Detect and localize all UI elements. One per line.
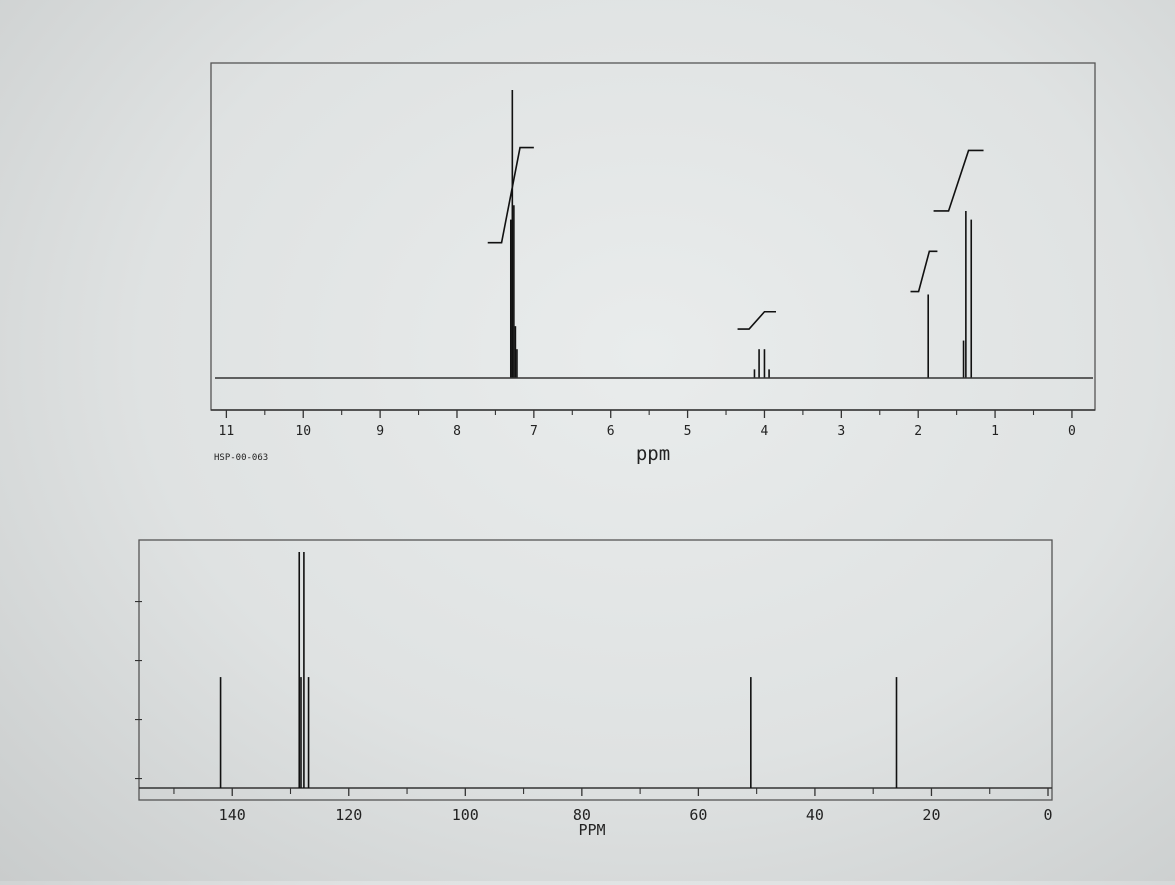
h-nmr-integrals bbox=[487, 146, 984, 330]
h-nmr-tick-label: 8 bbox=[453, 424, 461, 439]
c-nmr-tick-label: 0 bbox=[1043, 806, 1052, 824]
h-nmr-integral-curve bbox=[933, 149, 984, 212]
h-nmr-integral-curve bbox=[910, 250, 938, 293]
c-nmr-tick-label: 80 bbox=[573, 806, 591, 824]
h-nmr-tick-label: 11 bbox=[219, 424, 235, 439]
c-nmr-tick-label: 20 bbox=[922, 806, 940, 824]
c-nmr-x-label: PPM bbox=[578, 821, 605, 839]
c-nmr-tick-label: 140 bbox=[219, 806, 246, 824]
h-nmr-tick-label: 7 bbox=[530, 424, 538, 439]
h-nmr-tick-label: 2 bbox=[914, 424, 922, 439]
c-nmr-left-ticks bbox=[135, 601, 142, 780]
h-nmr-integral-curve bbox=[737, 310, 776, 330]
h-nmr-tick-label: 5 bbox=[684, 424, 692, 439]
h-nmr-tick-label: 0 bbox=[1068, 424, 1076, 439]
c-nmr-plot-frame bbox=[138, 539, 1053, 801]
c-nmr-tick-labels: 140 120 100 80 60 40 20 0 bbox=[219, 806, 1053, 824]
h-nmr-ticks bbox=[225, 410, 1073, 418]
h-nmr-plot-frame bbox=[210, 62, 1096, 411]
sample-id-label: HSP-00-063 bbox=[214, 453, 268, 463]
c-nmr-tick-label: 40 bbox=[806, 806, 824, 824]
h-nmr-x-label: ppm bbox=[636, 443, 670, 465]
h-nmr-tick-label: 9 bbox=[376, 424, 384, 439]
c-nmr-tick-label: 120 bbox=[335, 806, 362, 824]
c-nmr-ticks bbox=[173, 788, 1049, 796]
c-nmr-peaks bbox=[219, 552, 898, 788]
h-nmr-tick-label: 1 bbox=[991, 424, 999, 439]
h-nmr-tick-label: 10 bbox=[295, 424, 311, 439]
h-nmr-tick-label: 3 bbox=[837, 424, 845, 439]
h-nmr-tick-label: 6 bbox=[607, 424, 615, 439]
c-nmr-tick-label: 60 bbox=[689, 806, 707, 824]
h-nmr-integral-curve bbox=[487, 146, 534, 244]
h-nmr-tick-labels: 11 10 9 8 7 6 5 4 3 2 1 0 bbox=[219, 424, 1076, 439]
c-nmr-tick-label: 100 bbox=[452, 806, 479, 824]
h-nmr-peaks bbox=[509, 90, 973, 378]
h-nmr-tick-label: 4 bbox=[761, 424, 769, 439]
